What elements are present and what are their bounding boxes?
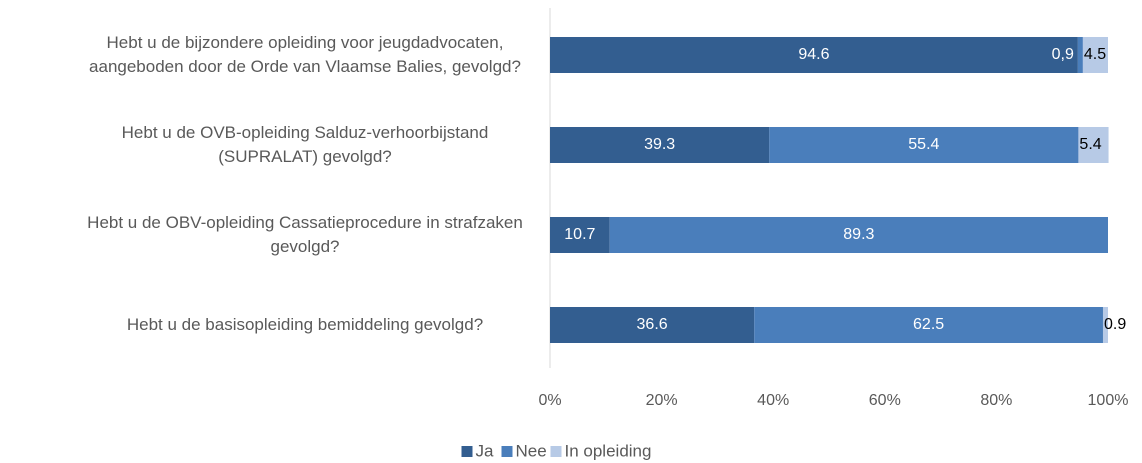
x-tick-label: 100% — [1088, 392, 1129, 409]
data-label: 36.6 — [637, 316, 668, 333]
data-label: 0.9 — [1104, 316, 1126, 333]
data-label: 62.5 — [913, 316, 944, 333]
data-label: 5.4 — [1079, 136, 1101, 153]
bar-segment — [550, 307, 755, 343]
bar-segment — [550, 37, 1078, 73]
legend-swatch — [501, 446, 513, 457]
category-label: Hebt u de bijzondere opleiding voor jeug… — [89, 33, 521, 76]
data-label: 0,9 — [1052, 46, 1074, 63]
legend-label: In opleiding — [565, 441, 652, 460]
x-tick-label: 80% — [980, 392, 1012, 409]
bar-segment — [1102, 307, 1108, 343]
legend-swatch — [461, 446, 473, 457]
data-label: 4.5 — [1084, 46, 1106, 63]
data-label: 10.7 — [564, 226, 595, 243]
bar-segment — [1078, 127, 1109, 163]
x-tick-label: 0% — [538, 392, 561, 409]
x-tick-label: 40% — [757, 392, 789, 409]
bar-segment — [1082, 37, 1108, 73]
bar-segment — [1077, 37, 1083, 73]
data-label: 55.4 — [908, 136, 939, 153]
category-label: Hebt u de OBV-opleiding Cassatieprocedur… — [87, 213, 523, 256]
legend-label: Nee — [516, 441, 547, 460]
bar-segment — [769, 127, 1079, 163]
data-label: 89.3 — [843, 226, 874, 243]
bar-segment — [754, 307, 1103, 343]
legend-label: Ja — [476, 441, 495, 460]
bar-segment — [550, 127, 770, 163]
data-label: 39.3 — [644, 136, 675, 153]
bar-segment — [550, 217, 610, 253]
legend-swatch — [550, 446, 562, 457]
x-tick-label: 20% — [646, 392, 678, 409]
category-label: Hebt u de OVB-opleiding Salduz-verhoorbi… — [121, 123, 489, 166]
bar-segment — [609, 217, 1108, 253]
category-label: Hebt u de basisopleiding bemiddeling gev… — [126, 315, 484, 334]
x-tick-label: 60% — [869, 392, 901, 409]
data-label: 94.6 — [798, 46, 829, 63]
